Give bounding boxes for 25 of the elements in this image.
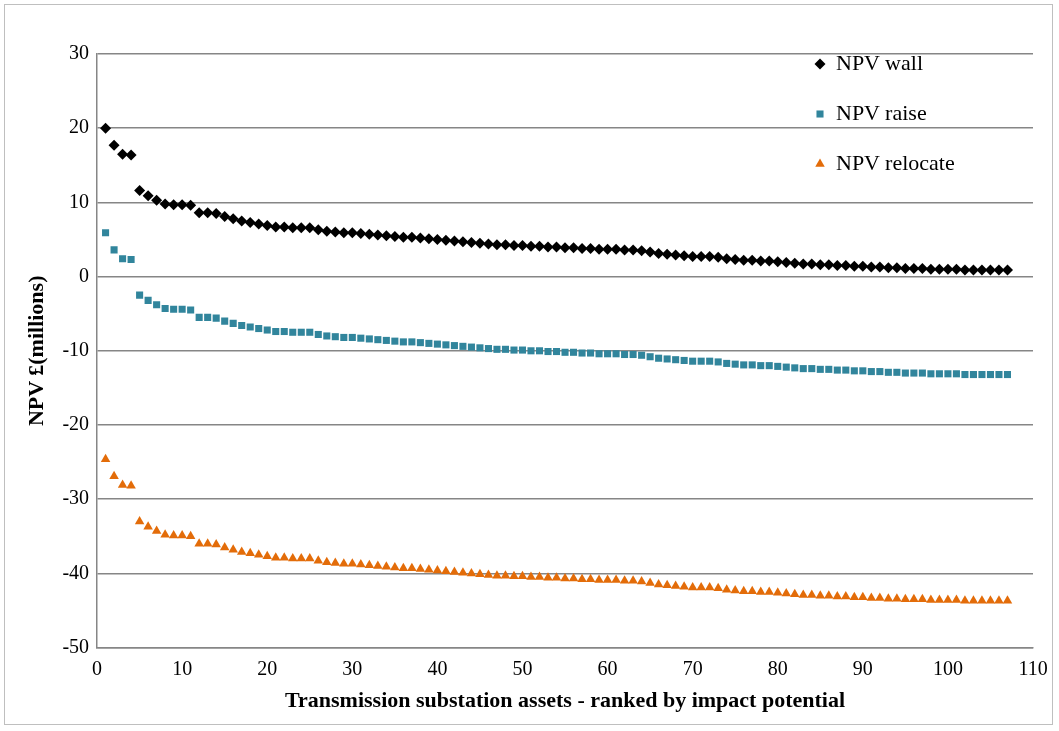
y-tick-label: -30	[62, 486, 90, 509]
x-tick-label: 110	[1018, 656, 1048, 679]
y-axis-title: NPV £(millions)	[22, 275, 48, 427]
x-tick-label: 20	[257, 656, 278, 679]
x-tick-label: 90	[852, 656, 873, 679]
y-tick-label: -40	[62, 560, 90, 583]
legend-label: NPV relocate	[836, 149, 955, 175]
x-tick-label: 50	[512, 656, 533, 679]
legend-label: NPV raise	[836, 99, 927, 125]
x-axis-title: Transmission substation assets - ranked by impact potential	[285, 687, 846, 713]
y-tick-label: -20	[62, 412, 90, 435]
y-tick-label: 20	[69, 115, 90, 138]
y-tick-label: -50	[62, 634, 90, 657]
x-tick-label: 100	[932, 656, 963, 679]
x-tick-label: 80	[767, 656, 788, 679]
legend-label: NPV wall	[836, 49, 923, 75]
x-tick-label: 40	[427, 656, 448, 679]
x-tick-label: 30	[342, 656, 363, 679]
y-tick-label: 0	[79, 263, 90, 286]
x-tick-label: 10	[172, 656, 193, 679]
y-tick-label: 10	[69, 189, 90, 212]
x-tick-label: 60	[597, 656, 618, 679]
x-tick-label: 70	[682, 656, 703, 679]
y-tick-label: 30	[69, 41, 90, 64]
y-tick-label: -10	[62, 338, 90, 361]
